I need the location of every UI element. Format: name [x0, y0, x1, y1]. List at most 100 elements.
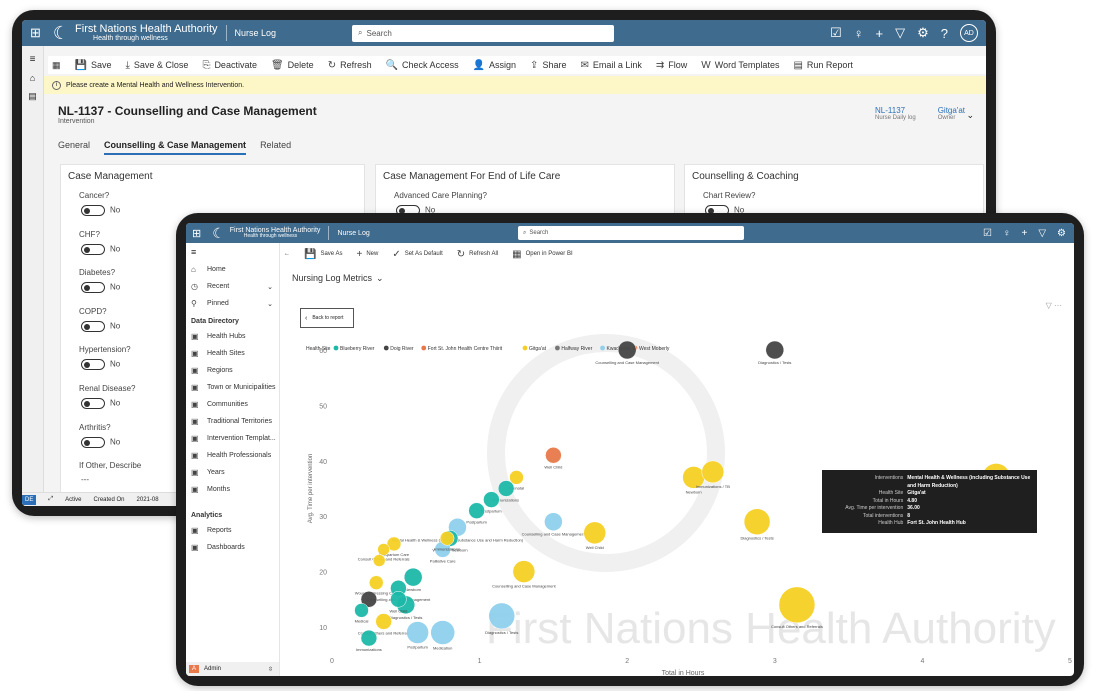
cmd-share-button[interactable]: ⇪ Share [530, 60, 566, 71]
bubble[interactable] [617, 340, 637, 360]
list-icon[interactable]: ▤ [28, 91, 37, 101]
header-field-value[interactable]: NL-1137 [875, 106, 906, 115]
search-box[interactable]: ⌕ Search [352, 24, 614, 42]
bubble[interactable] [583, 521, 606, 545]
bubble[interactable] [386, 536, 402, 552]
gear-icon[interactable]: ⚙ [1057, 227, 1066, 239]
bubble[interactable] [439, 531, 455, 546]
bubble[interactable] [372, 554, 386, 567]
filter-icon[interactable]: ▽ [1038, 227, 1047, 239]
nav-home[interactable]: ⌂ Home [186, 261, 279, 278]
app-launcher-icon[interactable]: ⊞ [192, 227, 202, 240]
visual-filter-icon[interactable]: ▽ ··· [1045, 301, 1062, 310]
legend-entry[interactable]: Fort St. John Health Centre Thiirit [428, 346, 503, 352]
report-title[interactable]: Nursing Log Metrics ⌄ [292, 273, 384, 284]
back-arrow-icon[interactable]: ← [284, 251, 290, 257]
legend-entry[interactable]: West Moberly [639, 346, 670, 352]
cmd-refresh-button[interactable]: ↻ Refresh [328, 60, 372, 71]
bubble[interactable] [360, 629, 378, 647]
bubble[interactable] [497, 480, 515, 497]
home-icon[interactable]: ⌂ [29, 73, 36, 83]
field-value[interactable]: No [81, 205, 120, 216]
plus-icon[interactable]: + [1021, 227, 1028, 239]
tab-related[interactable]: Related [260, 140, 292, 150]
cmd-new-button[interactable]: + New [356, 249, 378, 260]
bubble[interactable] [765, 340, 785, 360]
bubble[interactable] [483, 491, 500, 508]
field-value[interactable]: No [81, 398, 120, 409]
nav-pinned[interactable]: ⚲ Pinned ⌄ [186, 295, 279, 312]
nav-health-professionals[interactable]: ▣ Health Professionals [186, 447, 279, 464]
tab-general[interactable]: General [58, 140, 91, 150]
bubble[interactable] [406, 621, 429, 644]
toggle-switch[interactable] [81, 243, 105, 255]
bubble[interactable] [488, 602, 515, 630]
cmd-open-in-power-bi-button[interactable]: ▦ Open in Power BI [512, 249, 572, 260]
legend-entry[interactable]: Gitga'at [529, 346, 547, 352]
task-icon[interactable]: ☑ [983, 227, 992, 239]
help-icon[interactable]: ? [940, 25, 948, 41]
nav-health-hubs[interactable]: ▣ Health Hubs [186, 328, 279, 345]
nav-years[interactable]: ▣ Years [186, 464, 279, 481]
nav-recent[interactable]: ◷ Recent ⌄ [186, 278, 279, 295]
area-switcher[interactable]: A Admin ⇳ [186, 662, 279, 676]
toggle-switch[interactable] [81, 359, 105, 371]
grid-icon[interactable]: ▦ [52, 59, 61, 70]
module-name[interactable]: Nurse Log [234, 28, 277, 38]
cmd-email-a-link-button[interactable]: ✉ Email a Link [580, 60, 641, 71]
avatar[interactable]: AD [960, 24, 978, 42]
field-value[interactable]: No [81, 359, 120, 371]
filter-icon[interactable]: ▽ [895, 25, 906, 40]
bubble[interactable] [369, 575, 384, 590]
field-value[interactable]: No [81, 282, 120, 294]
cmd-check-access-button[interactable]: 🔍 Check Access [386, 60, 459, 71]
cmd-run-report-button[interactable]: ▤ Run Report [793, 60, 852, 71]
expand-icon[interactable]: ⤢ [48, 496, 54, 502]
nav-communities[interactable]: ▣ Communities [186, 396, 279, 413]
bubble[interactable] [544, 512, 563, 531]
search-box[interactable]: ⌕ Search [518, 226, 744, 240]
cmd-assign-button[interactable]: 👤 Assign [473, 60, 516, 71]
field-value[interactable]: No [81, 436, 120, 448]
hamburger-icon[interactable]: ≡ [191, 247, 197, 257]
field-value[interactable]: No [81, 320, 120, 332]
cmd-deactivate-button[interactable]: ⎘ Deactivate [202, 60, 257, 71]
cmd-save-button[interactable]: 💾 Save [75, 60, 112, 71]
nav-regions[interactable]: ▣ Regions [186, 362, 279, 379]
toggle-switch[interactable] [81, 282, 105, 294]
bubble[interactable] [354, 603, 369, 618]
cmd-refresh-all-button[interactable]: ↻ Refresh All [457, 249, 498, 260]
header-field-value[interactable]: Gitga'at [937, 106, 966, 115]
legend-entry[interactable]: Halfway River [561, 346, 592, 352]
cmd-delete-button[interactable]: 🗑 Delete [271, 60, 314, 71]
gear-icon[interactable]: ⚙ [917, 25, 929, 40]
plus-icon[interactable]: + [875, 25, 884, 41]
nav-dashboards[interactable]: ▣ Dashboards [186, 539, 279, 556]
lightbulb-icon[interactable]: ♀ [853, 25, 864, 41]
bubble[interactable] [468, 502, 485, 519]
legend-entry[interactable]: Doig River [390, 346, 414, 352]
app-launcher-icon[interactable]: ⊞ [30, 25, 41, 40]
nav-months[interactable]: ▣ Months [186, 481, 279, 498]
cmd-save-close-button[interactable]: ⤓ Save & Close [125, 60, 188, 71]
lightbulb-icon[interactable]: ♀ [1002, 227, 1011, 239]
tab-counselling-case-management[interactable]: Counselling & Case Management [104, 140, 247, 155]
nav-reports[interactable]: ▣ Reports [186, 522, 279, 539]
bubble[interactable] [360, 591, 378, 608]
task-icon[interactable]: ☑ [830, 25, 842, 40]
toggle-switch[interactable] [81, 205, 105, 216]
nav-health-sites[interactable]: ▣ Health Sites [186, 345, 279, 362]
bubble[interactable] [375, 613, 392, 630]
bubble[interactable] [430, 620, 455, 645]
bubble[interactable] [701, 460, 725, 484]
toggle-switch[interactable] [81, 398, 105, 409]
bubble[interactable] [778, 586, 816, 624]
bubble[interactable] [377, 543, 390, 556]
bubble[interactable] [743, 508, 771, 535]
cmd-flow-button[interactable]: ⇉ Flow [656, 60, 687, 71]
field-value[interactable]: No [81, 243, 120, 255]
cmd-set-as-default-button[interactable]: ✓ Set As Default [392, 249, 442, 260]
legend-entry[interactable]: Blueberry River [340, 346, 375, 352]
cmd-save-as-button[interactable]: 💾 Save As [304, 249, 342, 260]
cmd-word-templates-button[interactable]: W Word Templates [701, 60, 779, 71]
